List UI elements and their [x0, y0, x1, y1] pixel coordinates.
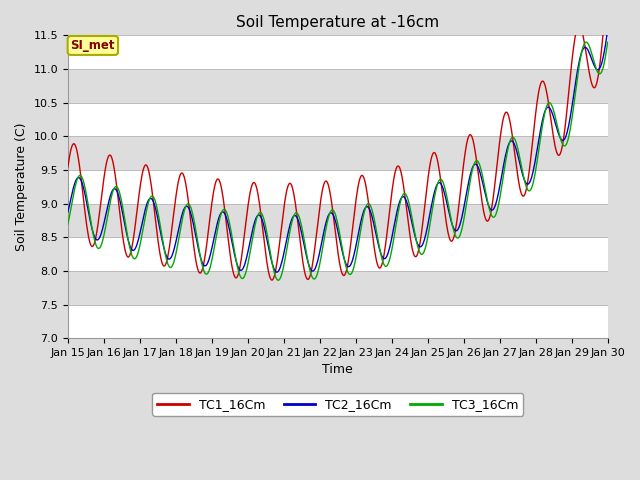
Bar: [68, 69, 607, 103]
Bar: [68, 271, 607, 305]
Bar: [68, 136, 607, 170]
Bar: [68, 305, 607, 338]
Bar: [68, 36, 607, 69]
Bar: [68, 237, 607, 271]
Legend: TC1_16Cm, TC2_16Cm, TC3_16Cm: TC1_16Cm, TC2_16Cm, TC3_16Cm: [152, 393, 523, 416]
Bar: [68, 170, 607, 204]
Title: Soil Temperature at -16cm: Soil Temperature at -16cm: [236, 15, 439, 30]
Bar: [68, 204, 607, 237]
Y-axis label: Soil Temperature (C): Soil Temperature (C): [15, 122, 28, 251]
Text: SI_met: SI_met: [70, 39, 115, 52]
Bar: [68, 103, 607, 136]
X-axis label: Time: Time: [323, 363, 353, 376]
